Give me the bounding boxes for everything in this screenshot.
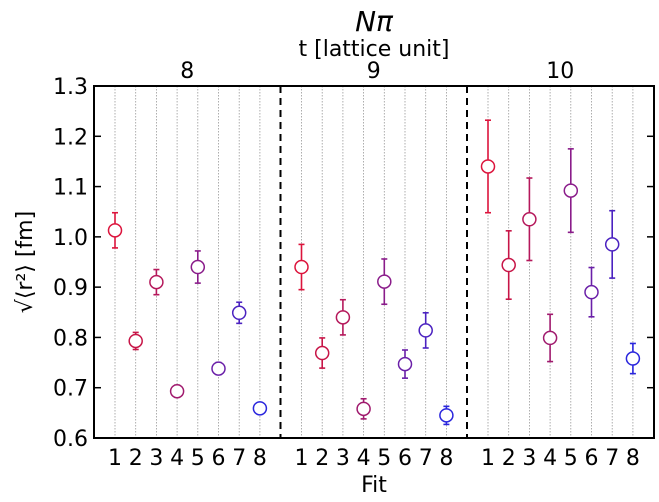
y-tick-label: 0.7 [53, 377, 88, 402]
x-tick-label: 7 [419, 446, 433, 471]
x-tick-label: 8 [253, 446, 267, 471]
x-tick-label: 5 [191, 446, 205, 471]
y-tick-label: 1.2 [53, 125, 88, 150]
data-point [149, 274, 164, 290]
x-tick-label: 6 [398, 446, 412, 471]
y-axis-label: √⟨r²⟩ [fm] [13, 211, 38, 313]
x-tick-label: 8 [439, 446, 453, 471]
data-point [604, 237, 620, 252]
x-tick-label: 8 [626, 446, 640, 471]
y-tick-label: 0.9 [53, 276, 88, 301]
data-point [439, 408, 454, 423]
x-tick-label: 1 [481, 446, 495, 471]
x-tick-label: 3 [336, 446, 350, 471]
data-point [542, 330, 558, 346]
data-point [563, 183, 579, 198]
data-point [480, 159, 496, 174]
data-point [418, 323, 433, 338]
data-point [522, 212, 537, 227]
chart-title: Nπ [355, 5, 394, 38]
data-point [169, 383, 185, 399]
x-tick-label: 6 [212, 446, 226, 471]
y-tick-label: 0.6 [53, 427, 88, 452]
y-tick-label: 1.1 [53, 176, 88, 201]
data-point [314, 345, 330, 361]
y-tick-label: 0.8 [53, 326, 88, 351]
data-point [294, 259, 309, 275]
data-point [190, 259, 206, 275]
group-label: 10 [546, 59, 574, 84]
x-tick-label: 4 [543, 446, 557, 471]
top-axis-label: t [lattice unit] [299, 37, 450, 62]
data-point [625, 351, 641, 366]
data-point [377, 274, 392, 289]
data-point [584, 284, 599, 300]
x-tick-label: 2 [502, 446, 516, 471]
x-tick-label: 2 [129, 446, 143, 471]
plot-frame [93, 85, 655, 439]
y-tick-label: 1.3 [53, 75, 88, 100]
group-label: 8 [180, 59, 194, 84]
x-axis-label: Fit [361, 473, 387, 498]
x-tick-label: 4 [170, 446, 184, 471]
y-tick-label: 1.0 [53, 226, 88, 251]
group-separators [279, 86, 468, 438]
x-tick-label: 7 [605, 446, 619, 471]
x-tick-label: 4 [357, 446, 371, 471]
data-point [397, 356, 413, 372]
x-tick-label: 3 [149, 446, 163, 471]
x-tick-label: 7 [232, 446, 246, 471]
group-labels: 8 9 10 [180, 59, 574, 84]
data-point [501, 257, 516, 273]
data-point [335, 310, 351, 325]
data-point [231, 305, 247, 321]
data-point [356, 401, 371, 417]
x-tick-label: 5 [377, 446, 391, 471]
data-point [211, 361, 226, 376]
x-tick-label: 6 [585, 446, 599, 471]
data-point [252, 401, 268, 416]
data-point [107, 223, 123, 238]
x-tick-label: 1 [295, 446, 309, 471]
x-tick-label: 1 [108, 446, 122, 471]
group-label: 9 [367, 59, 381, 84]
y-ticks: 0.6 0.7 0.8 0.9 1.0 1.1 1.2 1.3 [53, 75, 654, 452]
x-tick-label: 2 [315, 446, 329, 471]
data-points [107, 119, 641, 426]
data-point [128, 333, 143, 349]
x-tick-label: 5 [564, 446, 578, 471]
x-tick-label: 3 [522, 446, 536, 471]
